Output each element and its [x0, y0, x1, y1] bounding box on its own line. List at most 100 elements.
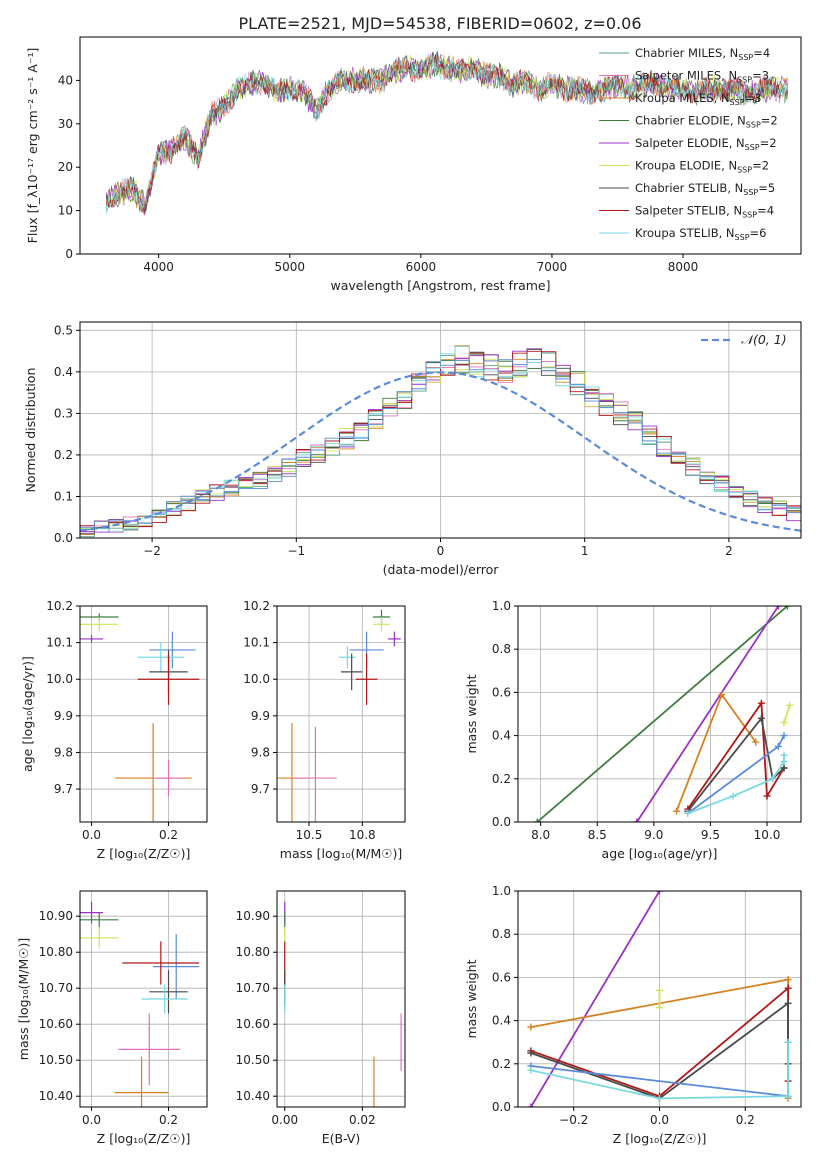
weight-marker: [780, 758, 788, 766]
mass_weight_vs_age-marks: [533, 606, 794, 822]
x-tick-label: 5000: [274, 260, 305, 274]
legend-label: Chabrier STELIB, NSSP=5: [635, 181, 775, 197]
legend-suffix: =2: [761, 114, 778, 128]
mass_vs_Z-panel: 0.0 0.2 10.40 10.50 10.60 10.70 10.80 10.90 Z [l…: [16, 890, 208, 1146]
y-tick-label: 0.8: [492, 927, 511, 941]
y-tick-label: 0.4: [54, 365, 73, 379]
weight-line-salpeter_elodie: [530, 891, 661, 1107]
y-tick-label: 30: [58, 117, 73, 131]
y-tick-label: 0.0: [492, 815, 511, 829]
y-tick-label: 10.70: [39, 981, 73, 995]
mass_vs_ebv-xlabel: E(B-V): [322, 1131, 361, 1146]
weight-marker: [684, 809, 692, 817]
y-tick-label: 40: [58, 73, 73, 87]
residuals-ylabel: Normed distribution: [23, 368, 38, 493]
weight-marker: [784, 976, 792, 984]
x-tick-label: 9.0: [644, 828, 663, 842]
mass_vs_ebv-panel: 0.00 0.02 10.40 10.50 10.60 10.70 10.80 10.90 E(…: [236, 890, 406, 1146]
y-tick-label: 10.90: [39, 909, 73, 923]
weight-marker: [527, 1023, 535, 1031]
weight-line-salpeter_elodie: [636, 606, 780, 822]
x-tick-label: −0.2: [559, 1113, 588, 1127]
mass_vs_Z-frame: [79, 890, 208, 1108]
weight-marker: [656, 1094, 663, 1102]
weight-marker: [774, 742, 782, 750]
x-tick-label: 1: [581, 544, 589, 558]
errorbar-point: [80, 635, 104, 643]
y-tick-label: 10.90: [236, 909, 270, 923]
y-tick-label: 10.0: [46, 672, 73, 686]
legend-subscript: SSP: [738, 53, 753, 62]
weight-marker: [729, 792, 737, 800]
mass_vs_Z-ylabel: mass [log₁₀(M/M☉)]: [16, 938, 31, 1060]
y-tick-label: 0.4: [492, 729, 511, 743]
errorbar-point: [355, 653, 378, 705]
errorbar-point: [122, 941, 200, 985]
errorbar-point: [80, 616, 119, 632]
weight-marker: [672, 807, 680, 815]
weight-marker: [774, 606, 782, 610]
age_vs_Z-marks: [80, 613, 200, 822]
weight-line-kroupa_miles: [675, 692, 757, 812]
errorbar-point: [80, 912, 119, 927]
legend-label: Kroupa STELIB, NSSP=6: [635, 226, 766, 242]
weight-marker: [633, 818, 641, 822]
mass_weight_vs_Z-panel: −0.2 0.0 0.2 0.0 0.2 0.4 0.6 0.8 1.0 Z [log₁₀(Z/Z…: [464, 884, 802, 1146]
legend-subscript: SSP: [746, 121, 761, 130]
x-tick-label: 6000: [406, 260, 437, 274]
legend-label: 𝒩(0, 1): [741, 332, 787, 347]
mass_weight_vs_Z-xlabel: Z [log₁₀(Z/Z☉)]: [613, 1131, 707, 1146]
x-tick-label: 7000: [537, 260, 568, 274]
mass_weight_vs_age-frame: [517, 605, 802, 823]
gaussian-curve: [80, 371, 801, 532]
y-tick-label: 9.7: [251, 782, 270, 796]
weight-marker: [533, 818, 541, 822]
errorbar-point: [373, 616, 391, 632]
y-tick-label: 0.3: [54, 406, 73, 420]
weight-marker: [656, 1004, 663, 1012]
legend-label: Salpeter MILES, NSSP=3: [635, 69, 769, 85]
y-tick-label: 0.8: [492, 642, 511, 656]
residuals-xlabel: (data-model)/error: [383, 562, 500, 577]
y-tick-label: 10.60: [236, 1017, 270, 1031]
residuals-panel: −2 −1 0 1 2 0.0 0.1 0.2 0.3 0.4 0.5 (data-model)/er…: [23, 321, 802, 577]
errorbar-point: [137, 653, 200, 705]
y-tick-label: 10.50: [236, 1053, 270, 1067]
y-tick-label: 10.40: [39, 1089, 73, 1103]
mass_vs_Z-xlabel: Z [log₁₀(Z/Z☉)]: [97, 1131, 191, 1146]
age_vs_mass-xlabel: mass [log₁₀(M/M☉)]: [280, 846, 402, 861]
legend-suffix: =2: [760, 136, 777, 150]
legend-suffix: =5: [758, 181, 775, 195]
y-tick-label: 9.9: [251, 709, 270, 723]
errorbar-point: [338, 646, 356, 669]
mass_vs_Z-marks: [80, 901, 200, 1107]
weight-marker: [784, 984, 792, 992]
weight-marker: [527, 1066, 535, 1074]
weight-marker: [769, 775, 777, 783]
y-tick-label: 0.0: [492, 1100, 511, 1114]
x-tick-label: 0.0: [82, 828, 101, 842]
x-tick-label: 0.02: [349, 1113, 376, 1127]
legend-label: Salpeter ELODIE, NSSP=2: [635, 136, 777, 152]
x-tick-label: 8.5: [588, 828, 607, 842]
x-tick-label: 0.0: [82, 1113, 101, 1127]
weight-marker: [757, 699, 765, 707]
legend-suffix: =4: [753, 46, 770, 60]
x-tick-label: 0.2: [159, 1113, 178, 1127]
weight-marker: [783, 606, 791, 610]
mass_weight_vs_Z-marks: [527, 891, 792, 1107]
y-tick-label: 0.2: [492, 772, 511, 786]
x-tick-label: 8.0: [531, 828, 550, 842]
y-tick-label: 10.2: [46, 599, 73, 613]
legend-subscript: SSP: [737, 76, 752, 85]
legend-suffix: =2: [752, 159, 769, 173]
legend-subscript: SSP: [735, 233, 750, 242]
x-tick-label: 0.0: [650, 1113, 669, 1127]
errorbar-point: [114, 1056, 169, 1107]
legend-suffix: =3: [745, 91, 762, 105]
y-tick-label: 0.4: [492, 1014, 511, 1028]
y-tick-label: 1.0: [492, 884, 511, 898]
weight-line-kroupa_stelib: [530, 1042, 789, 1100]
x-tick-label: 8000: [668, 260, 699, 274]
weight-marker: [784, 1038, 792, 1046]
